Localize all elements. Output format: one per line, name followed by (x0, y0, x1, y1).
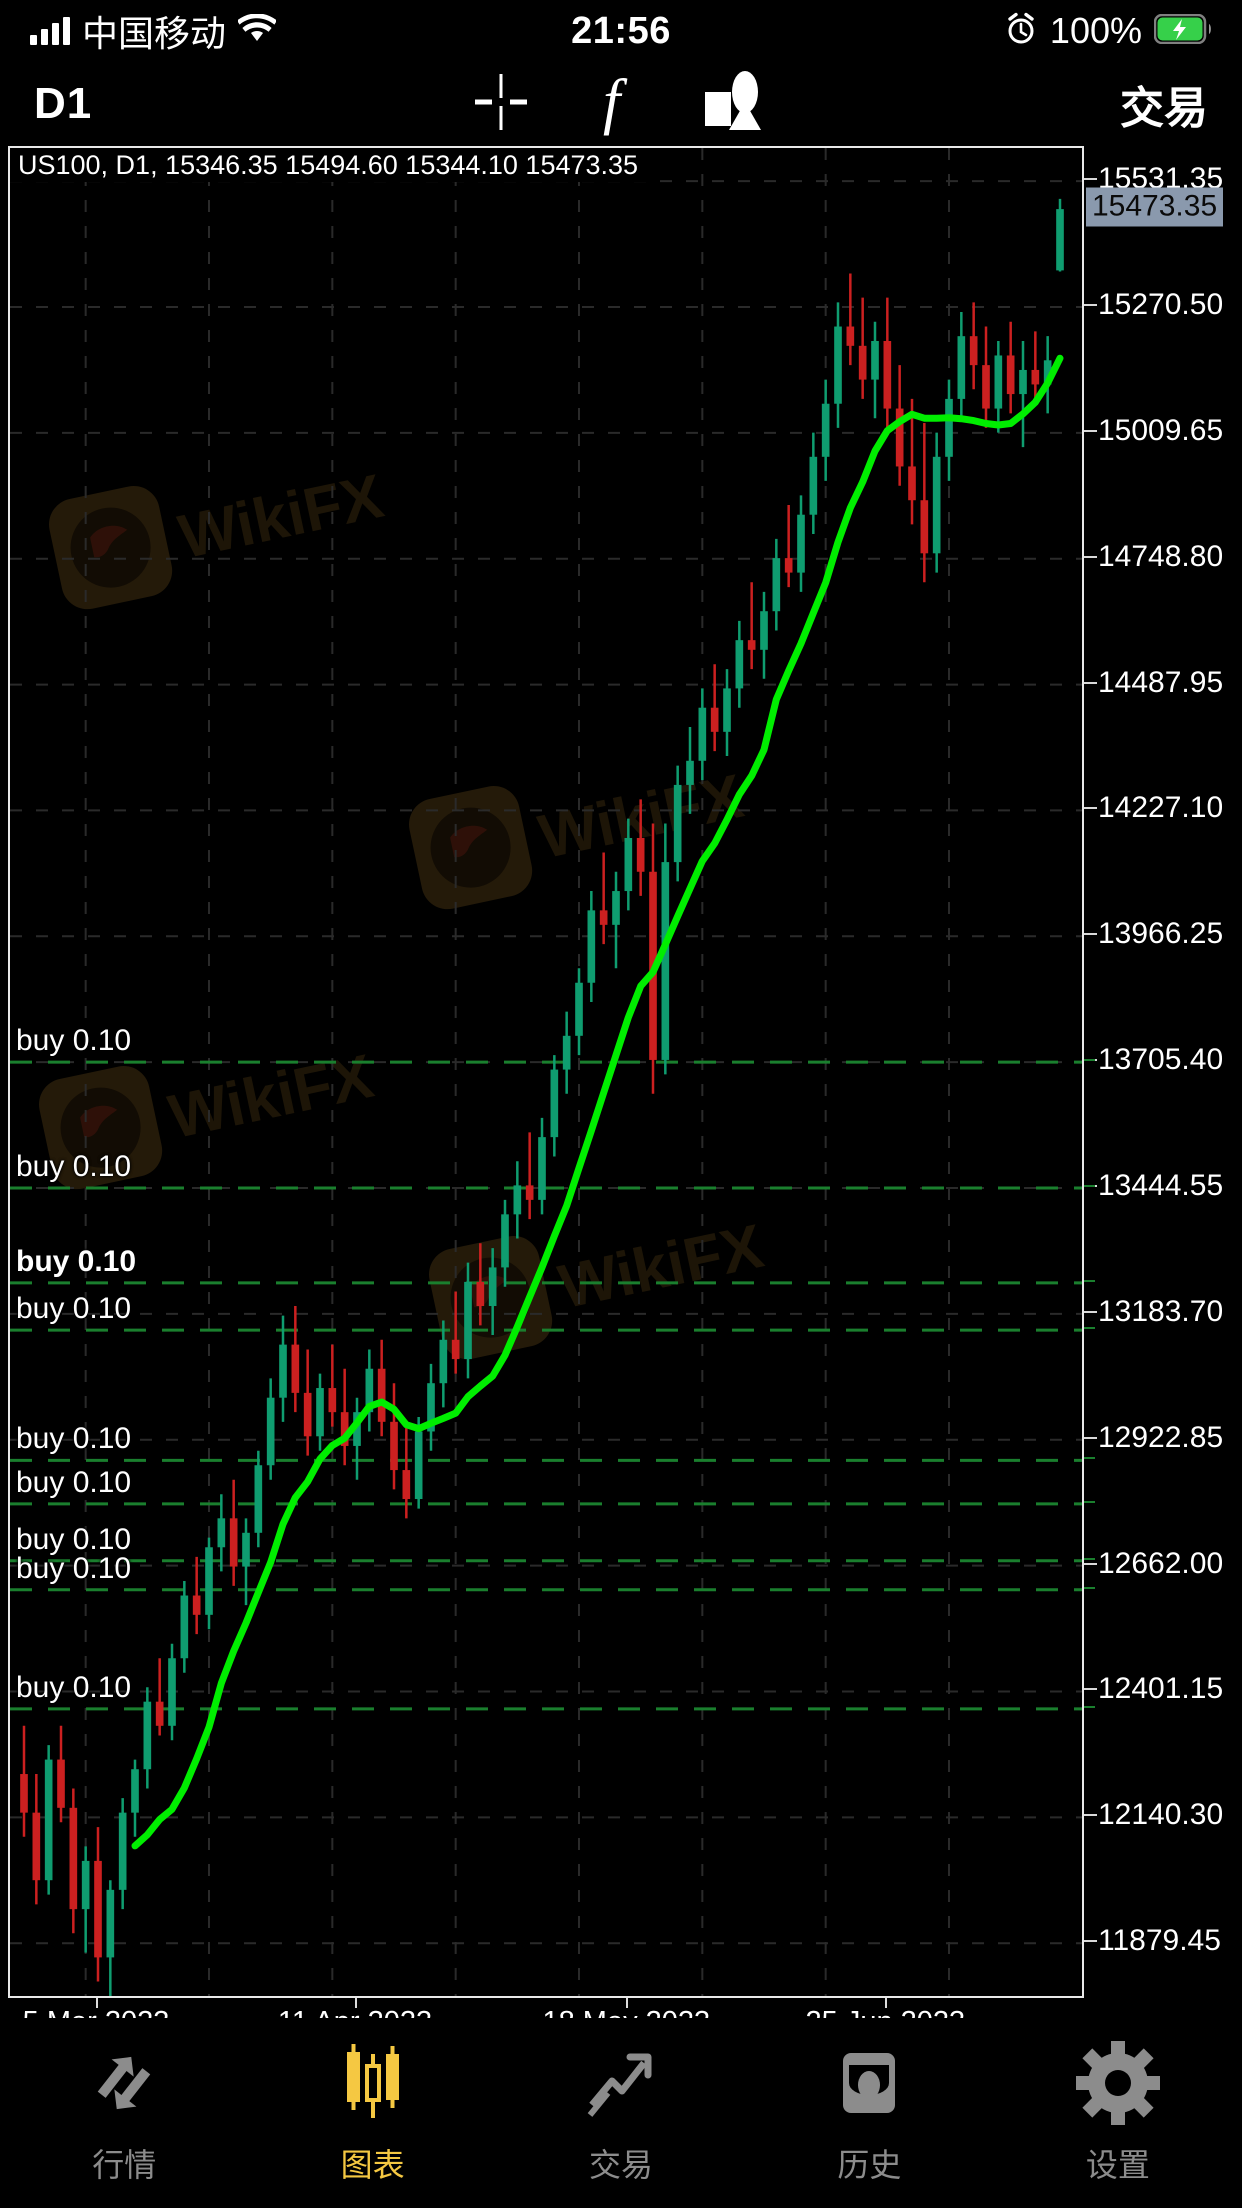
price-label: 13444.55 (1098, 1169, 1224, 1203)
tab-history[interactable]: 历史 (745, 2040, 993, 2186)
price-tick (1084, 1814, 1097, 1817)
price-label: 14748.80 (1098, 539, 1224, 573)
price-tick (1084, 429, 1097, 432)
time-tick (96, 1998, 98, 2008)
position-price-tick (1084, 1586, 1095, 1589)
position-label[interactable]: buy 0.10 (16, 1422, 132, 1456)
history-archive-icon (829, 2040, 909, 2126)
status-bar: 中国移动 21:56 100% (0, 0, 1242, 62)
position-label[interactable]: buy 0.10 (16, 1551, 132, 1585)
chart-info-label: US100, D1, 15346.35 15494.60 15344.10 15… (10, 148, 647, 182)
price-tick (1084, 933, 1097, 936)
current-price-tag: 15473.35 (1086, 187, 1224, 227)
battery-percent-label: 100% (1049, 10, 1142, 51)
timeframe-button[interactable]: D1 (34, 79, 93, 128)
chart-toolbar: D1 f 交易 (0, 62, 1242, 146)
price-label: 12922.85 (1098, 1420, 1224, 1454)
position-label[interactable]: buy 0.10 (16, 1292, 132, 1326)
tab-quotes[interactable]: 行情 (0, 2040, 248, 2186)
price-tick (1084, 681, 1097, 684)
tab-trade[interactable]: 交易 (497, 2040, 745, 2186)
bottom-tab-bar[interactable]: 行情 图表 交易 (0, 2018, 1242, 2208)
price-tick (1084, 1940, 1097, 1943)
price-tick (1084, 555, 1097, 558)
price-scale[interactable]: 15531.35 15270.50 15009.65 14748.80 14487.95… (1084, 146, 1242, 1998)
chart-container[interactable]: WikiFX WikiFX WikiFX Wi (0, 146, 1242, 2038)
tab-charts[interactable]: 图表 (248, 2040, 496, 2186)
objects-icon[interactable] (699, 66, 777, 143)
position-label[interactable]: buy 0.10 (16, 1150, 132, 1184)
position-lines (10, 1060, 1082, 1711)
position-label[interactable]: buy 0.10 (16, 1670, 132, 1704)
price-label: 12662.00 (1098, 1546, 1224, 1580)
time-tick (626, 1998, 629, 2008)
position-label[interactable]: buy 0.10 (16, 1024, 132, 1058)
position-label[interactable]: buy 0.10 (16, 1244, 137, 1278)
time-tick (885, 1998, 888, 2008)
signal-bars-icon (30, 17, 70, 45)
position-price-tick (1084, 1705, 1095, 1708)
price-tick (1084, 303, 1097, 306)
crosshair-icon[interactable] (465, 66, 537, 143)
tab-label: 图表 (340, 2147, 405, 2183)
time-tick (355, 1998, 357, 2008)
quotes-arrows-icon (84, 2040, 164, 2126)
battery-charging-icon (1153, 13, 1212, 49)
position-price-tick (1084, 1279, 1095, 1282)
trade-button[interactable]: 交易 (1120, 84, 1208, 133)
position-price-tick (1084, 1457, 1095, 1460)
tab-label: 历史 (837, 2147, 902, 2183)
price-label: 13705.40 (1098, 1043, 1224, 1077)
position-label[interactable]: buy 0.10 (16, 1522, 132, 1556)
candlestick-plot (20, 198, 1064, 1996)
tab-label: 设置 (1085, 2147, 1150, 2183)
price-label: 15009.65 (1098, 413, 1224, 447)
price-label: 13183.70 (1098, 1294, 1224, 1328)
clock-label: 21:56 (571, 9, 671, 52)
price-label: 15270.50 (1098, 287, 1224, 321)
svg-text:f: f (603, 68, 628, 136)
position-label[interactable]: buy 0.10 (16, 1465, 132, 1499)
price-tick (1084, 1310, 1097, 1313)
gear-icon (1075, 2040, 1160, 2126)
price-tick (1084, 1688, 1097, 1691)
price-label: 12401.15 (1098, 1672, 1224, 1706)
price-label: 13966.25 (1098, 917, 1224, 951)
price-label: 14227.10 (1098, 791, 1224, 825)
position-price-tick (1084, 1500, 1095, 1503)
price-tick (1084, 1562, 1097, 1565)
price-label: 14487.95 (1098, 665, 1224, 699)
price-tick (1084, 178, 1097, 181)
price-tick (1084, 807, 1097, 810)
position-price-tick (1084, 1327, 1095, 1330)
position-price-tick (1084, 1059, 1095, 1062)
tab-label: 交易 (589, 2147, 654, 2183)
trade-arrow-icon (580, 2040, 662, 2126)
carrier-label: 中国移动 (82, 13, 227, 54)
price-label: 11879.45 (1098, 1924, 1221, 1958)
position-price-tick (1084, 1185, 1095, 1188)
alarm-clock-icon (1004, 12, 1038, 51)
price-tick (1084, 1436, 1097, 1439)
tab-label: 行情 (92, 2147, 157, 2183)
position-price-tick (1084, 1557, 1095, 1560)
price-label: 12140.30 (1098, 1798, 1224, 1832)
wifi-icon (237, 12, 278, 49)
chart-plot-frame[interactable]: WikiFX WikiFX WikiFX Wi (8, 146, 1084, 1998)
tab-settings[interactable]: 设置 (994, 2040, 1242, 2186)
candlesticks-icon (333, 2040, 413, 2126)
indicators-f-icon[interactable]: f (589, 64, 647, 145)
